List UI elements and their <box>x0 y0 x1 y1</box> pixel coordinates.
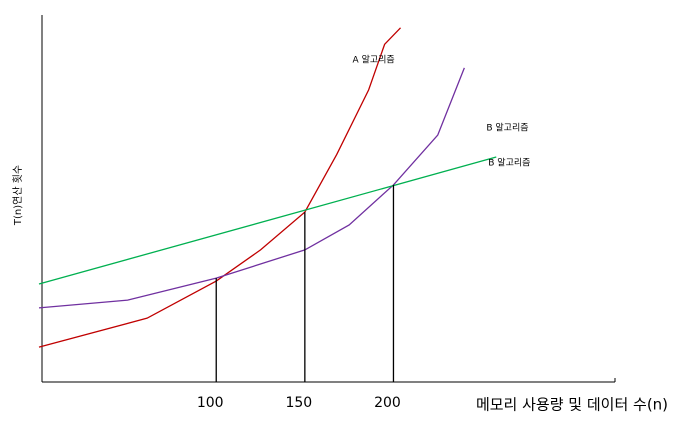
series-line <box>38 27 402 348</box>
series-line <box>38 156 497 285</box>
legend-label: A 알고리즘 <box>353 54 395 65</box>
x-axis-label: 메모리 사용량 및 데이터 수(n) <box>476 396 668 414</box>
x-tick-label: 200 <box>374 395 401 411</box>
y-axis-label: T(n)연산 횟수 <box>12 165 24 226</box>
x-tick-label: 150 <box>285 395 312 411</box>
x-tick-label: 100 <box>197 395 224 411</box>
legend-label: B 알고리즘 <box>486 122 528 133</box>
legend-label: B 알고리즘 <box>488 158 530 169</box>
series-line <box>38 67 465 309</box>
